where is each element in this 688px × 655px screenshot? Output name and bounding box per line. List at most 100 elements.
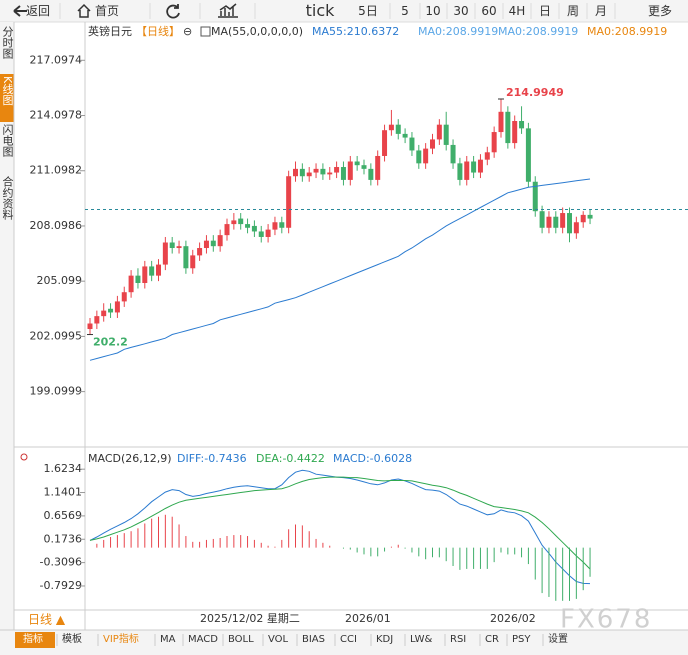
bottom-tab[interactable]: MACD [188, 634, 218, 645]
x-tick-label: 2025/12/02 星期二 [200, 612, 300, 625]
macd-legend: DIFF:-0.7436 [177, 452, 247, 465]
candle-body [258, 231, 264, 237]
back-icon[interactable] [13, 5, 27, 17]
symbol-title: 英镑日元 [88, 24, 132, 38]
collapse-toggle[interactable]: ⊖ [183, 25, 192, 38]
candle-body [327, 172, 333, 175]
candle-body [306, 172, 312, 177]
candle-body [587, 214, 593, 219]
bottom-tab[interactable]: LW& [410, 634, 433, 645]
bottom-tab[interactable]: VOL [268, 634, 289, 645]
candle-body [505, 111, 511, 144]
bottom-tab[interactable]: KDJ [376, 634, 394, 645]
sidebar-bg [0, 22, 14, 630]
bottom-tab[interactable]: 指标 [23, 634, 43, 645]
bottom-tab[interactable]: CR [485, 634, 499, 645]
candle-body [423, 148, 429, 164]
max-label: 214.9949 [506, 86, 564, 99]
toolbar-button[interactable]: 返回 [25, 4, 51, 18]
candle-body [368, 168, 374, 180]
bottom-tab[interactable]: RSI [450, 634, 467, 645]
ma-line [89, 178, 591, 361]
toolbar-button[interactable]: 60 [481, 4, 497, 18]
toolbar-button[interactable]: tick [305, 1, 335, 20]
toolbar-button[interactable]: 月 [594, 4, 608, 18]
candle-body [114, 301, 120, 313]
bottom-tab[interactable]: BIAS [302, 634, 325, 645]
toolbar-button[interactable]: 日 [538, 4, 552, 18]
bottom-tab[interactable]: CCI [340, 634, 357, 645]
y-tick-label: -0.7929 [40, 579, 82, 592]
toolbar-button[interactable]: 首页 [94, 4, 120, 18]
candle-body [162, 242, 168, 265]
candle-body [340, 167, 346, 180]
candle-body [546, 216, 552, 228]
candle-body [567, 213, 572, 234]
candle-body [203, 240, 209, 249]
candle-body [477, 159, 483, 173]
candle-body [450, 144, 456, 164]
bottom-tab[interactable]: VIP指标 [103, 634, 139, 645]
candle-body [580, 214, 586, 223]
candle-body [498, 111, 504, 133]
candle-body [484, 152, 490, 160]
y-tick-label: 0.1736 [44, 532, 83, 545]
toolbar-button[interactable]: 周 [566, 4, 580, 18]
candle-body [395, 124, 401, 134]
candle-body [87, 323, 93, 330]
sidebar-tab[interactable]: K线图 [1, 76, 14, 106]
refresh-icon[interactable] [166, 4, 180, 19]
toolbar-button[interactable]: 4H [508, 4, 526, 18]
sidebar-tab[interactable]: 合约资料 [1, 176, 14, 220]
bottom-active [15, 632, 55, 648]
y-tick-label: 205.099 [37, 274, 83, 287]
candle-body [416, 150, 422, 164]
candle-body [525, 128, 531, 182]
bottom-tab[interactable]: PSY [512, 634, 531, 645]
candle-body [320, 168, 326, 175]
candle-body [354, 161, 360, 166]
macd-settings-icon[interactable] [20, 453, 28, 461]
bottom-tab[interactable]: BOLL [228, 634, 254, 645]
bottom-tab[interactable]: 模板 [62, 634, 82, 645]
candle-body [197, 248, 203, 256]
x-tick-label: 2026/01 [345, 612, 391, 625]
candle-body [299, 168, 305, 177]
y-tick-label: 1.1401 [44, 486, 83, 499]
candle-body [156, 264, 161, 276]
candle-body [457, 163, 463, 180]
toolbar-button[interactable]: 5 [401, 4, 409, 18]
candle-body [183, 246, 189, 269]
candle-body [293, 168, 298, 177]
period-switch[interactable]: 日线 ▲ [28, 613, 66, 627]
candle-body [553, 216, 559, 228]
y-tick-label: 202.0995 [30, 329, 83, 342]
candle-body [190, 255, 196, 269]
bottom-tab[interactable]: MA [160, 634, 176, 645]
ma-legend: MA(55,0,0,0,0,0) [211, 25, 303, 38]
candle-body [512, 121, 518, 144]
toolbar-button[interactable]: 30 [453, 4, 469, 18]
toolbar-button[interactable]: 5日 [358, 4, 378, 18]
sidebar-active [0, 74, 14, 122]
sidebar-tab[interactable]: 分时图 [1, 26, 14, 59]
y-tick-label: 214.0978 [30, 109, 83, 122]
candle-body [149, 266, 155, 276]
candle-body [409, 137, 415, 151]
y-tick-label: 0.6569 [44, 509, 83, 522]
macd-legend: DEA:-0.4422 [256, 452, 325, 465]
candle-body [286, 176, 292, 228]
bottom-tab[interactable]: 设置 [548, 634, 568, 645]
candle-body [265, 229, 271, 237]
toolbar-button[interactable]: 10 [425, 4, 441, 18]
sidebar-tab[interactable]: 闪电图 [1, 124, 14, 157]
y-tick-label: 208.0986 [30, 219, 83, 232]
candle-body [176, 246, 182, 249]
candle-body [334, 167, 340, 173]
candle-body [471, 161, 477, 173]
chart-icon[interactable] [218, 3, 238, 18]
toolbar-button[interactable]: 更多 [647, 4, 673, 18]
home-icon[interactable] [77, 3, 91, 18]
